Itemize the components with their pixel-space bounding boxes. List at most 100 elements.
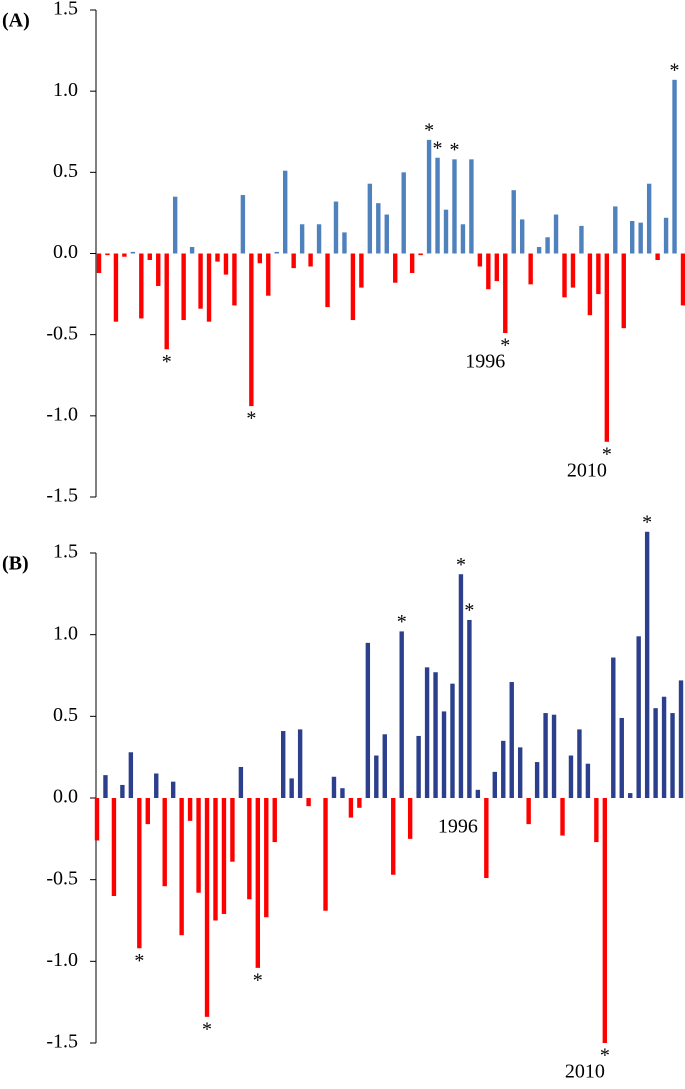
bar <box>517 747 523 798</box>
significance-marker: * <box>246 408 256 430</box>
bar <box>238 766 244 798</box>
category-label: 2010 <box>567 459 607 481</box>
significance-marker: * <box>134 950 144 972</box>
bar <box>672 79 677 254</box>
bar <box>340 788 345 798</box>
bar <box>120 784 125 798</box>
bar <box>477 253 483 267</box>
bar <box>365 642 371 798</box>
bar <box>579 225 584 254</box>
bar <box>297 729 303 798</box>
bar <box>562 253 567 298</box>
bar <box>391 798 396 875</box>
bar <box>511 190 516 254</box>
bar <box>333 201 339 254</box>
bar <box>680 253 685 306</box>
bar <box>426 139 432 254</box>
bar <box>257 253 263 264</box>
bar <box>255 798 261 968</box>
bar <box>384 214 389 254</box>
bar <box>325 253 330 308</box>
bar <box>628 793 633 798</box>
y-tick-label: 1.0 <box>53 622 78 644</box>
bar <box>240 195 246 254</box>
bar <box>323 798 328 911</box>
bar <box>230 798 235 862</box>
significance-marker: * <box>600 1045 610 1067</box>
bar <box>458 574 464 798</box>
significance-marker: * <box>202 1018 212 1040</box>
bar <box>418 253 423 256</box>
bar <box>416 735 421 798</box>
bar <box>154 773 159 798</box>
significance-marker: * <box>253 969 263 991</box>
significance-marker: * <box>602 443 612 465</box>
bar <box>204 798 210 1017</box>
y-tick-label: 1.5 <box>53 541 78 563</box>
bar <box>484 798 489 879</box>
bar <box>596 253 601 295</box>
bar <box>663 217 669 254</box>
y-tick-label: 1.0 <box>53 79 78 101</box>
bar <box>646 183 652 254</box>
bar <box>172 196 178 254</box>
bar <box>452 159 457 254</box>
bar <box>299 224 305 254</box>
y-tick-label: 0.0 <box>53 241 78 263</box>
bar <box>382 734 387 798</box>
bar <box>501 740 506 798</box>
bar <box>198 253 203 309</box>
y-tick-label: -0.5 <box>46 322 78 344</box>
bar <box>223 253 229 275</box>
bar <box>103 775 108 798</box>
bar <box>264 798 269 918</box>
bar <box>594 798 599 843</box>
bar <box>196 798 201 893</box>
bar <box>232 253 237 306</box>
bar <box>221 798 227 914</box>
bar <box>450 683 455 798</box>
bar <box>289 778 294 798</box>
y-tick-label: 0.0 <box>53 786 78 808</box>
bar <box>137 798 142 949</box>
bar <box>543 713 548 798</box>
bar <box>94 798 100 841</box>
bar <box>215 253 220 262</box>
bar <box>602 798 608 1043</box>
bar <box>433 672 438 798</box>
bar <box>156 253 161 286</box>
significance-marker: * <box>500 335 510 357</box>
bar <box>638 222 643 254</box>
bar <box>247 798 252 900</box>
bar <box>147 253 152 260</box>
bar <box>187 798 193 821</box>
bar <box>661 696 667 798</box>
bar <box>545 237 550 254</box>
bar <box>534 762 540 798</box>
bar <box>475 789 481 798</box>
bar <box>357 798 362 808</box>
bar <box>281 731 286 798</box>
panel-label: (B) <box>2 553 29 575</box>
bar <box>587 253 593 316</box>
bar <box>494 253 499 282</box>
bar <box>619 717 624 798</box>
y-tick-label: 1.5 <box>53 0 78 20</box>
significance-marker: * <box>433 137 443 159</box>
bar <box>401 172 406 254</box>
bar <box>611 657 616 798</box>
y-tick-label: -1.0 <box>46 403 78 425</box>
bar <box>179 798 184 936</box>
significance-marker: * <box>397 611 407 633</box>
bar <box>492 771 497 798</box>
y-tick-label: 0.5 <box>53 704 78 726</box>
bar <box>331 776 337 798</box>
bar <box>249 253 254 407</box>
bar <box>630 221 635 254</box>
y-tick-label: -0.5 <box>46 867 78 889</box>
bar <box>111 798 117 896</box>
bar <box>283 170 288 254</box>
bar <box>503 253 508 334</box>
panel-label: (A) <box>2 10 30 32</box>
bar <box>170 781 176 798</box>
